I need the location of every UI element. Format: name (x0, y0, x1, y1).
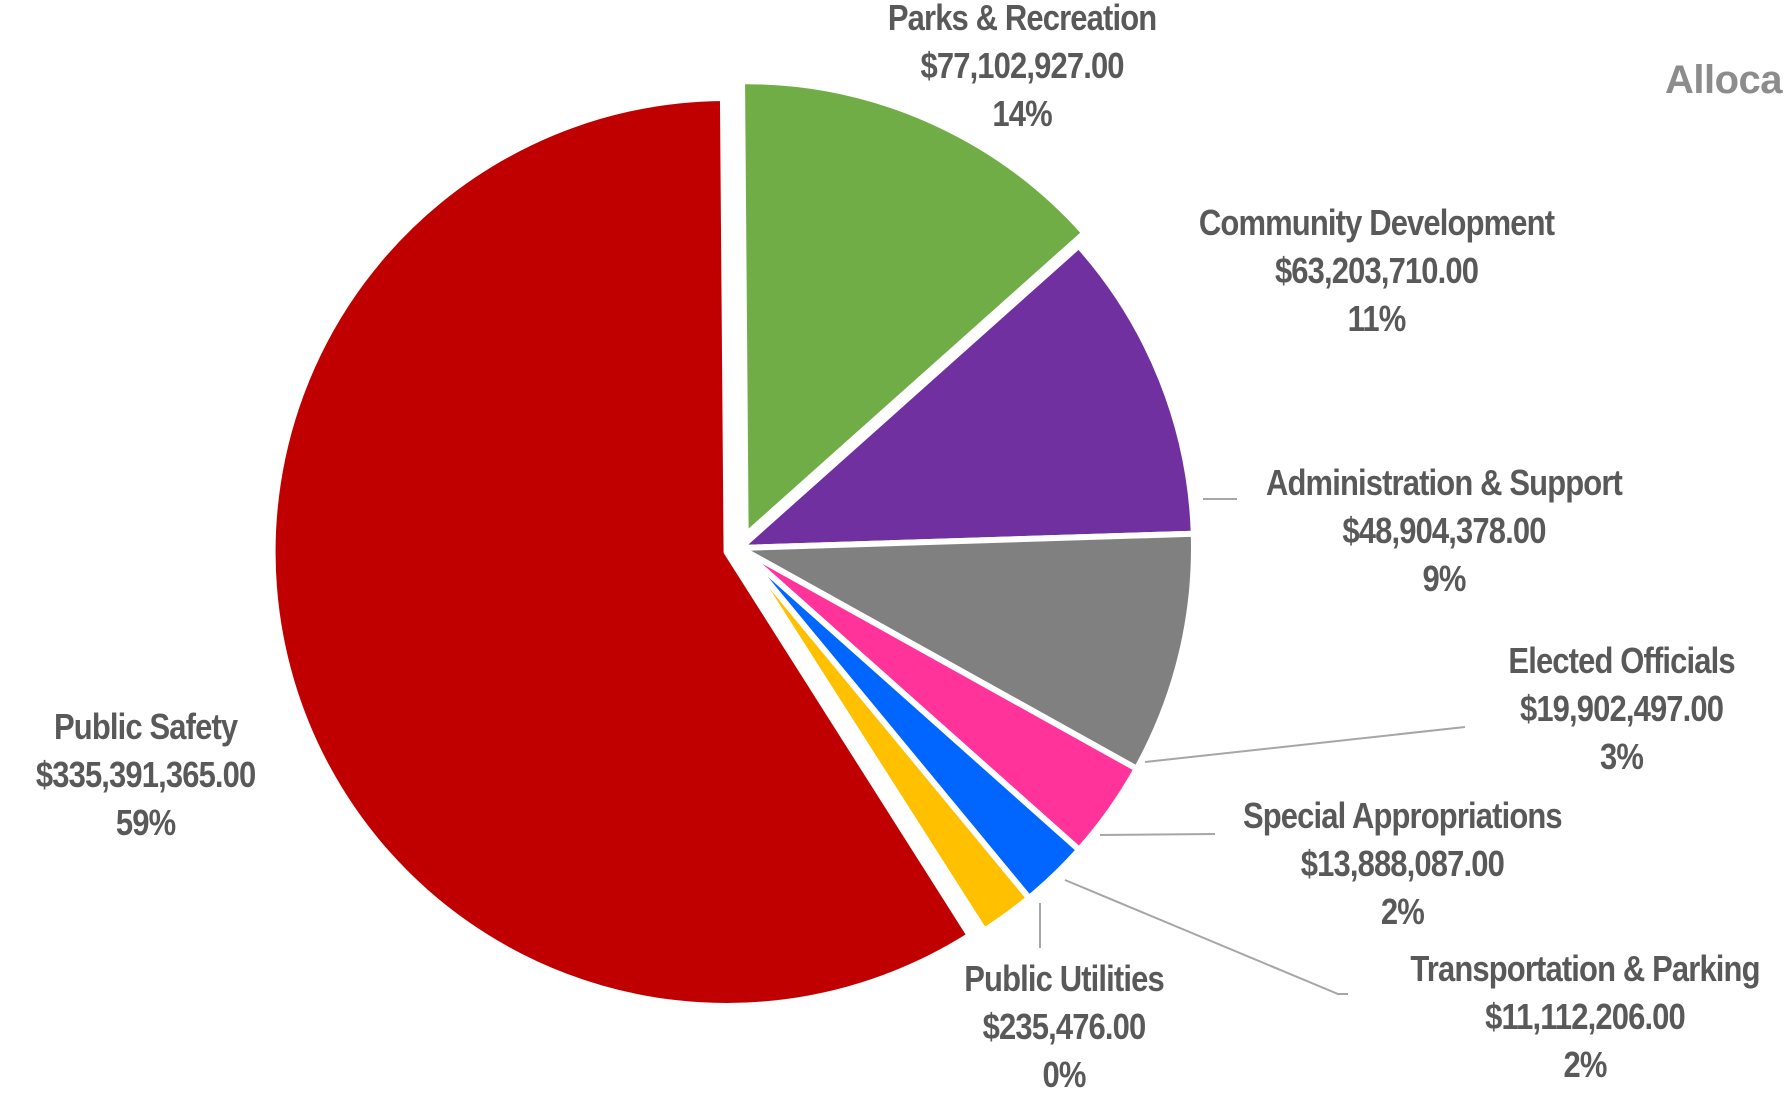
data-label-name: Administration & Support (1265, 462, 1623, 503)
pie-slice-community-development (737, 242, 1197, 551)
pie-slice-public-safety (269, 94, 973, 1009)
data-label-name: Community Development (1198, 202, 1554, 243)
data-label-percent: 3% (1599, 736, 1644, 777)
leader-line-elected-officials (1144, 726, 1466, 763)
data-label-amount: $77,102,927.00 (920, 45, 1124, 86)
data-label-amount: $63,203,710.00 (1274, 250, 1478, 291)
data-label-name: Special Appropriations (1242, 795, 1562, 836)
pie-slice-parks-and-recreation (739, 78, 1088, 539)
chart-title: Alloca (1665, 58, 1783, 102)
data-label-percent: 11% (1347, 298, 1406, 339)
data-label-amount: $235,476.00 (982, 1006, 1147, 1047)
data-label-percent: 2% (1563, 1044, 1608, 1085)
data-label-amount: $11,112,206.00 (1485, 996, 1686, 1037)
data-label-amount: $13,888,087.00 (1300, 843, 1504, 884)
data-label-percent: 2% (1380, 891, 1424, 932)
data-label-percent: 14% (992, 93, 1052, 134)
data-label-transportation-and-parking: Transportation & Parking $11,112,206.00 2% (1410, 945, 1760, 1089)
data-label-amount: $19,902,497.00 (1519, 688, 1723, 729)
data-label-special-appropriations: Special Appropriations $13,888,087.00 2% (1242, 792, 1562, 936)
data-label-name: Transportation & Parking (1410, 948, 1760, 989)
data-label-name: Elected Officials (1507, 640, 1735, 681)
pie-slice-administration-and-support (737, 530, 1197, 772)
pie-slice-public-utilities (737, 545, 988, 935)
data-label-parks-and-recreation: Parks & Recreation $77,102,927.00 14% (887, 0, 1157, 138)
leader-line-transportation-and-parking (1064, 879, 1348, 995)
data-label-amount: $48,904,378.00 (1342, 510, 1546, 551)
data-label-community-development: Community Development $63,203,710.00 11% (1198, 199, 1554, 343)
data-label-public-utilities: Public Utilities $235,476.00 0% (964, 955, 1164, 1099)
data-label-name: Parks & Recreation (887, 0, 1157, 38)
data-label-amount: $335,391,365.00 (35, 754, 255, 795)
data-label-name: Public Safety (53, 706, 238, 747)
data-label-elected-officials: Elected Officials $19,902,497.00 3% (1507, 637, 1735, 781)
data-label-percent: 9% (1422, 558, 1466, 599)
data-label-administration-and-support: Administration & Support $48,904,378.00 9% (1265, 459, 1623, 603)
data-label-name: Public Utilities (964, 958, 1164, 999)
leader-line-special-appropriations (1099, 833, 1216, 836)
data-label-public-safety: Public Safety $335,391,365.00 59% (35, 703, 255, 847)
data-label-percent: 59% (115, 802, 175, 843)
data-label-percent: 0% (1042, 1054, 1087, 1095)
